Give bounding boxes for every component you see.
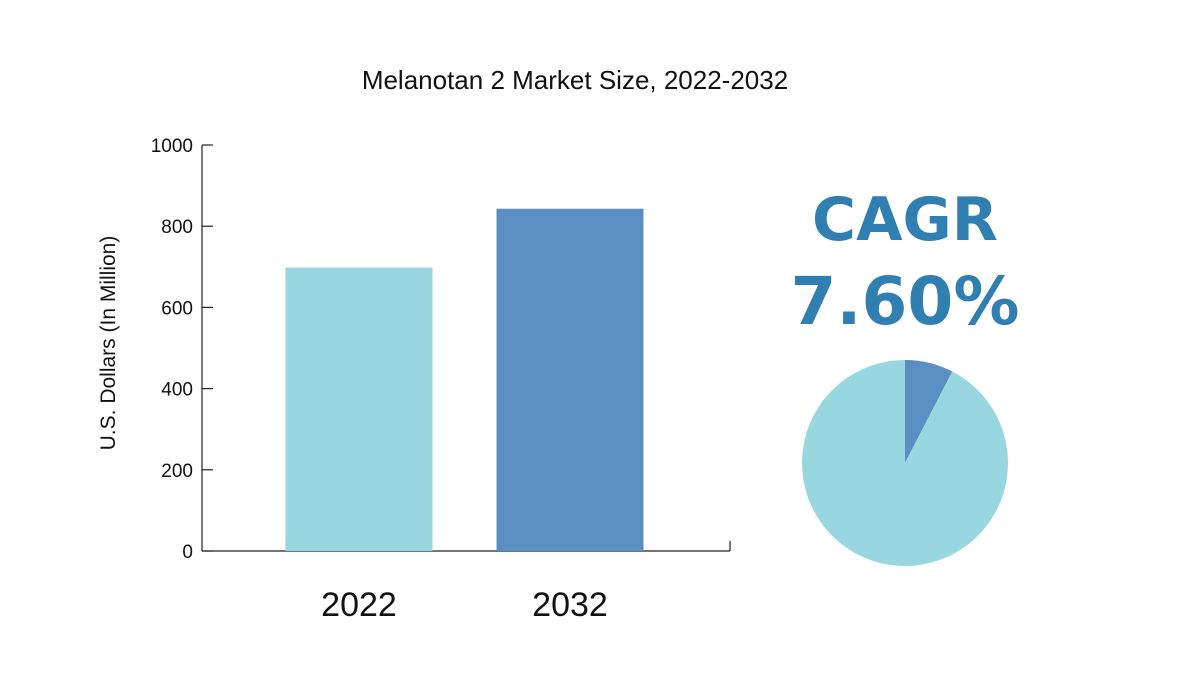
pie-slice-2 [801, 360, 1008, 566]
x-tick-label: 2032 [532, 586, 608, 624]
cagr-label: CAGR [812, 185, 998, 255]
y-axis-title: U.S. Dollars (In Million) [97, 236, 120, 451]
chart-title: Melanotan 2 Market Size, 2022-2032 [362, 65, 788, 95]
y-tick-label: 0 [182, 542, 193, 563]
x-axis-labels: 2022 2032 [321, 586, 608, 624]
y-axis-ticks: 0 200 400 600 800 1000 [151, 136, 213, 563]
y-tick-label: 400 [161, 380, 193, 401]
bar-2032 [496, 208, 644, 551]
y-tick-label: 600 [161, 298, 193, 319]
y-tick-label: 1000 [151, 136, 193, 157]
y-tick-label: 800 [161, 217, 193, 238]
bars [285, 208, 644, 551]
y-tick-label: 200 [161, 461, 193, 482]
x-tick-label: 2022 [321, 586, 397, 624]
bar-2022 [285, 267, 433, 551]
cagr-pie-chart [801, 360, 1008, 566]
bar-plot-area: 0 200 400 600 800 1000 2022 2032 [151, 136, 731, 624]
pie-slice-1 [905, 360, 953, 463]
cagr-value: 7.60% [791, 263, 1020, 340]
